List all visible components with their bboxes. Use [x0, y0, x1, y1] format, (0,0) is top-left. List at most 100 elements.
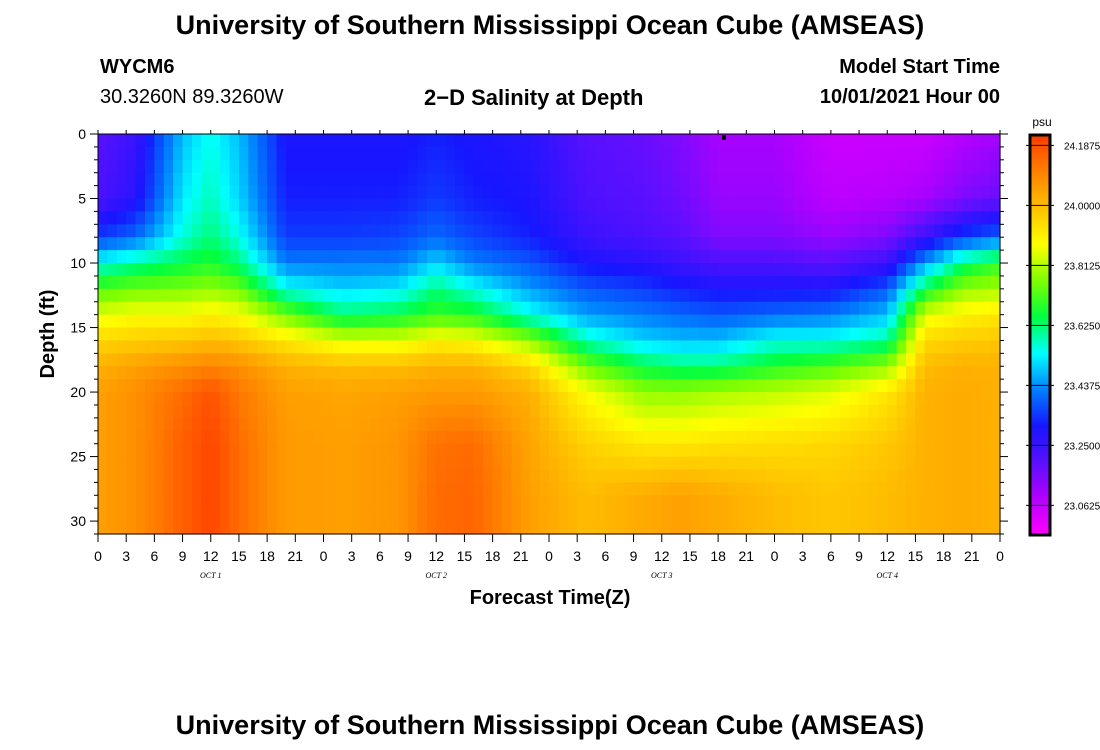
heatmap-cell: [144, 456, 155, 471]
heatmap-cell: [971, 417, 982, 432]
heatmap-cell: [107, 185, 118, 200]
colorbar-tick-label: 24.0000: [1064, 201, 1100, 212]
heatmap-cell: [370, 456, 381, 471]
heatmap-cell: [389, 301, 400, 316]
heatmap-cell: [210, 237, 221, 251]
heatmap-cell: [530, 456, 541, 471]
heatmap-cell: [586, 521, 597, 535]
heatmap-cell: [549, 340, 559, 354]
heatmap-cell: [877, 353, 888, 367]
heatmap-cell: [210, 404, 221, 419]
heatmap-cell: [943, 482, 954, 496]
heatmap-cell: [642, 250, 653, 264]
heatmap-cell: [783, 198, 794, 213]
heatmap-cell: [708, 443, 719, 458]
heatmap-cell: [962, 353, 973, 367]
heatmap-cell: [549, 327, 559, 342]
heatmap-cell: [455, 521, 466, 535]
heatmap-cell: [267, 443, 278, 458]
heatmap-cell: [173, 469, 184, 483]
heatmap-cell: [492, 327, 503, 342]
heatmap-cell: [680, 521, 691, 535]
heatmap-cell: [267, 521, 278, 535]
heatmap-cell: [699, 134, 710, 148]
heatmap-cell: [859, 495, 870, 509]
heatmap-cell: [370, 263, 381, 277]
heatmap-cell: [389, 159, 400, 174]
heatmap-cell: [981, 288, 992, 303]
heatmap-cell: [351, 224, 362, 238]
heatmap-cell: [520, 185, 531, 200]
heatmap-cell: [830, 288, 841, 303]
heatmap-cell: [953, 301, 964, 316]
heatmap-cell: [455, 134, 466, 148]
heatmap-cell: [943, 353, 954, 367]
heatmap-cell: [473, 353, 484, 367]
heatmap-cell: [783, 172, 794, 187]
heatmap-cell: [332, 495, 343, 509]
heatmap-cell: [661, 301, 672, 316]
colorbar-unit: psu: [1032, 115, 1051, 129]
heatmap-cell: [962, 198, 973, 213]
heatmap-cell: [238, 366, 249, 380]
heatmap-cell: [802, 353, 813, 367]
heatmap-cell: [173, 353, 184, 367]
heatmap-cell: [633, 327, 644, 342]
heatmap-cell: [408, 224, 419, 238]
heatmap-cell: [144, 185, 155, 200]
heatmap-cell: [520, 366, 531, 380]
heatmap-cell: [530, 508, 541, 522]
heatmap-cell: [107, 392, 118, 406]
heatmap-cell: [530, 301, 541, 316]
heatmap-cell: [332, 482, 343, 496]
heatmap-cell: [793, 185, 804, 200]
heatmap-cell: [267, 404, 278, 419]
heatmap-cell: [511, 250, 522, 264]
heatmap-cell: [680, 430, 691, 445]
heatmap-cell: [408, 275, 419, 290]
heatmap-cell: [558, 456, 569, 471]
heatmap-cell: [755, 172, 766, 187]
heatmap-cell: [248, 392, 259, 406]
heatmap-cell: [464, 224, 475, 238]
heatmap-cell: [126, 404, 137, 419]
x-tick-label: 18: [710, 548, 726, 564]
heatmap-cell: [107, 250, 118, 264]
heatmap-cell: [483, 521, 494, 535]
heatmap-cell: [821, 159, 832, 174]
heatmap-cell: [896, 456, 907, 471]
heatmap-cell: [812, 185, 823, 200]
heatmap-cell: [483, 340, 494, 354]
heatmap-cell: [990, 430, 1001, 445]
heatmap-cell: [295, 159, 306, 174]
heatmap-cell: [144, 327, 155, 342]
heatmap-cell: [342, 224, 353, 238]
heatmap-cell: [755, 430, 766, 445]
heatmap-cell: [859, 198, 870, 213]
heatmap-cell: [624, 250, 635, 264]
heatmap-cell: [116, 314, 127, 329]
heatmap-cell: [257, 250, 268, 264]
heatmap-cell: [558, 482, 569, 496]
heatmap-cell: [577, 211, 588, 225]
heatmap-cell: [473, 185, 484, 200]
heatmap-cell: [304, 198, 315, 213]
heatmap-cell: [98, 404, 108, 419]
heatmap-cell: [530, 482, 541, 496]
heatmap-cell: [389, 417, 400, 432]
heatmap-cell: [633, 172, 644, 187]
heatmap-cell: [351, 134, 362, 148]
heatmap-cell: [877, 482, 888, 496]
heatmap-cell: [718, 224, 729, 238]
heatmap-cell: [915, 353, 926, 367]
heatmap-cell: [746, 288, 757, 303]
heatmap-cell: [906, 521, 917, 535]
heatmap-cell: [520, 392, 531, 406]
heatmap-cell: [492, 521, 503, 535]
x-tick-label: 0: [996, 548, 1004, 564]
heatmap-cell: [238, 250, 249, 264]
heatmap-cell: [144, 198, 155, 213]
heatmap-cell: [727, 353, 738, 367]
heatmap-cell: [304, 340, 315, 354]
heatmap-cell: [342, 379, 353, 393]
